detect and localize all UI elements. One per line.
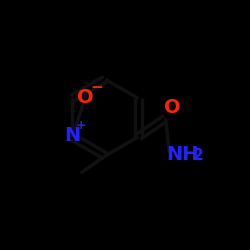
- Text: +: +: [76, 119, 87, 132]
- Text: NH: NH: [167, 144, 199, 164]
- Text: O: O: [77, 88, 94, 107]
- Text: −: −: [90, 80, 103, 95]
- Text: 2: 2: [193, 148, 204, 163]
- Text: N: N: [64, 126, 80, 145]
- Text: O: O: [164, 98, 181, 116]
